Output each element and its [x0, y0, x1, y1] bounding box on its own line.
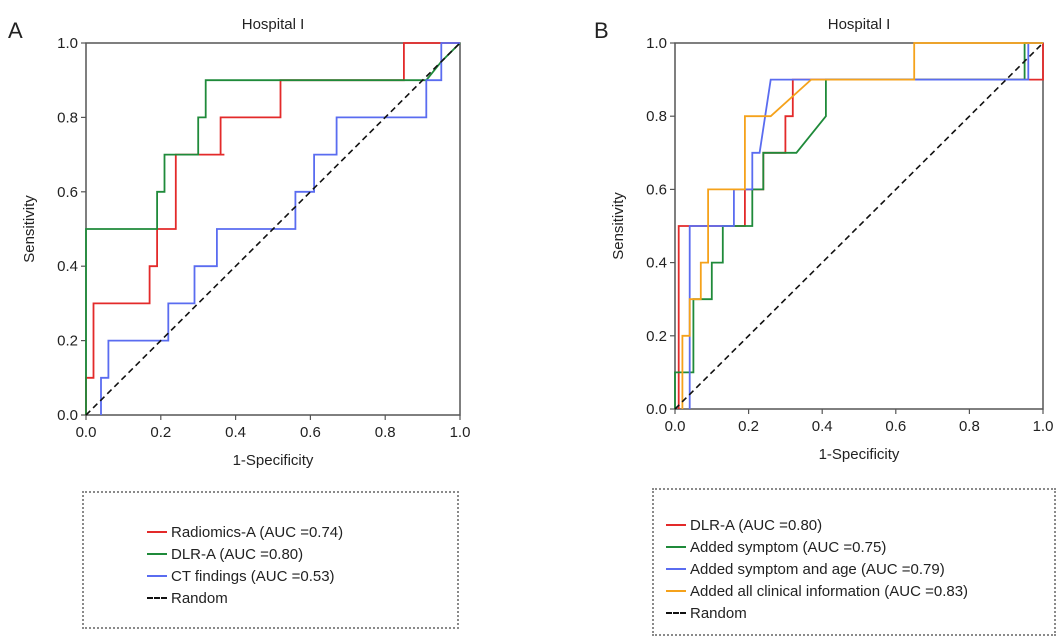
panel-a-x-tick-label: 0.0: [76, 424, 97, 441]
legend-label: Added symptom (AUC =0.75): [690, 538, 887, 556]
panel-b-x-tick-label: 0.8: [959, 418, 980, 435]
panel-b-x-tick-label: 0.6: [885, 418, 906, 435]
panel-b-roc-line-added-symptom-and-age: [688, 42, 1043, 409]
panel-a-title: Hospital I: [242, 16, 305, 33]
panel-b-y-tick-label: 0.2: [646, 328, 667, 345]
panel-a-x-tick-label: 0.8: [375, 424, 396, 441]
panel-a-x-tick-label: 0.6: [300, 424, 321, 441]
legend-item: DLR-A (AUC =0.80): [666, 514, 822, 536]
panel-a-roc-line-ct-findings: [100, 42, 460, 415]
legend-swatch: [666, 568, 686, 570]
legend-item: DLR-A (AUC =0.80): [147, 543, 303, 565]
legend-label: CT findings (AUC =0.53): [171, 567, 335, 585]
panel-a-y-tick-label: 0.8: [57, 109, 78, 126]
panel-b-plot-frame: [674, 42, 1044, 410]
legend-item: CT findings (AUC =0.53): [147, 565, 335, 587]
legend-item: Added all clinical information (AUC =0.8…: [666, 580, 968, 602]
legend-item: Random: [666, 602, 747, 624]
panel-a-x-axis-label: 1-Specificity: [233, 452, 314, 469]
panel-b-x-tick-label: 1.0: [1033, 418, 1054, 435]
legend-panel-a: Radiomics-A (AUC =0.74) DLR-A (AUC =0.80)…: [82, 491, 459, 629]
panel-b-roc-line-random: [674, 42, 1044, 410]
panel-a-letter: A: [8, 18, 23, 43]
legend-swatch: [666, 612, 686, 614]
panel-b-y-tick-label: 0.0: [646, 401, 667, 418]
legend-panel-b: DLR-A (AUC =0.80) Added symptom (AUC =0.7…: [652, 488, 1056, 636]
panel-b-x-tick-label: 0.2: [738, 418, 759, 435]
legend-label: DLR-A (AUC =0.80): [690, 516, 823, 534]
panel-b-x-tick-label: 0.4: [812, 418, 833, 435]
panel-b-y-tick-label: 0.8: [646, 108, 667, 125]
panel-a-x-tick-label: 0.4: [225, 424, 246, 441]
legend-item: Radiomics-A (AUC =0.74): [147, 521, 343, 543]
panel-b-y-tick-label: 1.0: [646, 35, 667, 52]
panel-a-y-tick-label: 0.0: [57, 407, 78, 424]
panel-a-y-tick-label: 0.2: [57, 333, 78, 350]
panel-a-y-tick-label: 0.4: [57, 258, 78, 275]
panel-a-y-tick-label: 0.6: [57, 184, 78, 201]
legend-label: Random: [171, 589, 228, 607]
legend-swatch: [666, 546, 686, 548]
legend-swatch: [666, 524, 686, 526]
panel-a-roc-line-random: [85, 42, 461, 416]
legend-label: DLR-A (AUC =0.80): [171, 545, 304, 563]
panel-a-x-tick-label: 0.2: [150, 424, 171, 441]
legend-swatch: [147, 531, 167, 533]
panel-a-y-tick-label: 1.0: [57, 35, 78, 52]
panel-b-x-axis-label: 1-Specificity: [819, 446, 900, 463]
legend-swatch: [147, 597, 167, 599]
legend-swatch: [666, 590, 686, 592]
legend-label: Added symptom and age (AUC =0.79): [690, 560, 945, 578]
panel-b-y-tick-label: 0.4: [646, 255, 667, 272]
legend-item: Added symptom (AUC =0.75): [666, 536, 886, 558]
legend-swatch: [147, 553, 167, 555]
legend-label: Random: [690, 604, 747, 622]
panel-a-y-axis-label: Sensitivity: [21, 195, 38, 263]
panel-b-y-axis-label: Sensitivity: [610, 192, 627, 260]
legend-item: Added symptom and age (AUC =0.79): [666, 558, 945, 580]
panel-b-y-tick-label: 0.6: [646, 181, 667, 198]
legend-label: Radiomics-A (AUC =0.74): [171, 523, 344, 541]
legend-label: Added all clinical information (AUC =0.8…: [690, 582, 969, 600]
panel-b-title: Hospital I: [828, 16, 891, 33]
panel-b-roc-line-added-all-clinical-information: [681, 42, 1043, 409]
panel-b-letter: B: [594, 18, 609, 43]
panel-a-x-tick-label: 1.0: [450, 424, 471, 441]
legend-swatch: [147, 575, 167, 577]
legend-item: Random: [147, 587, 228, 609]
panel-b-x-tick-label: 0.0: [665, 418, 686, 435]
